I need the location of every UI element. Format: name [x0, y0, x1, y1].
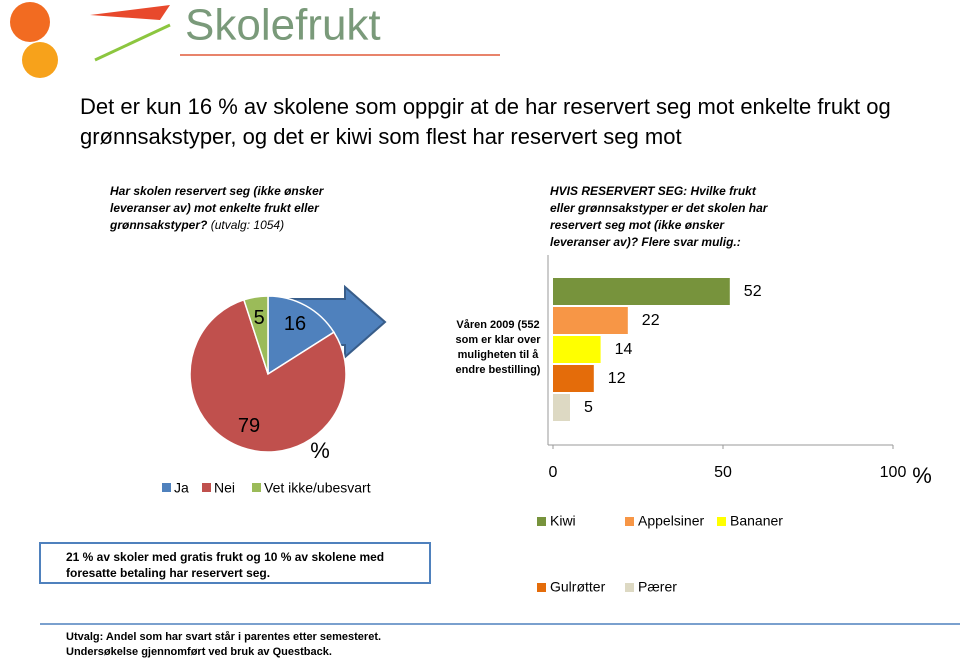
legend-swatch: [202, 483, 211, 492]
logo: Skolefrukt: [185, 1, 381, 50]
legend-label: Pærer: [638, 579, 677, 595]
pie-title: Har skolen reservert seg (ikke ønsker le…: [110, 184, 324, 232]
legend-label: Ja: [174, 480, 189, 496]
bar: [553, 394, 570, 421]
note: 21 % av skoler med gratis frukt og 10 % …: [66, 550, 385, 580]
footer-line: Undersøkelse gjennomført ved bruk av Que…: [66, 646, 332, 658]
legend-swatch: [537, 517, 546, 526]
data-label: 14: [615, 341, 633, 358]
category-label: Våren 2009 (552 som er klar over mulighe…: [455, 319, 541, 376]
data-label: 5: [254, 307, 265, 329]
legend-swatch: [717, 517, 726, 526]
logo-art: [10, 2, 500, 78]
pie-slice: [242, 295, 269, 375]
legend-swatch: [537, 583, 546, 592]
footer: Utvalg: Andel som har svart står i paren…: [66, 630, 381, 660]
bar: [553, 307, 628, 334]
pie-annotation: %: [310, 438, 330, 463]
pie-title-block: Har skolen reservert seg (ikke ønsker le…: [110, 183, 340, 234]
data-label: 79: [238, 415, 260, 437]
legend-swatch: [625, 583, 634, 592]
data-label: 12: [608, 370, 626, 387]
pie-slice: [267, 295, 335, 376]
x-axis-label: %: [912, 463, 932, 488]
note-box: [39, 542, 431, 584]
pie-slice: [189, 298, 347, 453]
legend-label: Bananer: [730, 513, 783, 529]
data-label: 52: [744, 283, 762, 300]
x-tick-label: 0: [549, 464, 558, 481]
data-label: 16: [284, 313, 306, 335]
x-tick-label: 50: [714, 464, 732, 481]
bar: [553, 278, 730, 305]
data-label: 5: [584, 399, 593, 416]
legend-swatch: [162, 483, 171, 492]
bar: [553, 365, 594, 392]
legend-label: Vet ikke/ubesvart: [264, 480, 371, 496]
pie-subtitle: (utvalg: 1054): [210, 218, 285, 232]
legend-label: Gulrøtter: [550, 579, 606, 595]
legend-label: Appelsiner: [638, 513, 704, 529]
slide-title: Det er kun 16 % av skolene som oppgir at…: [80, 94, 891, 149]
legend-swatch: [625, 517, 634, 526]
bar-title: HVIS RESERVERT SEG: Hvilke frukt eller g…: [550, 184, 768, 249]
legend-swatch: [252, 483, 261, 492]
data-label: 22: [642, 312, 660, 329]
x-tick-label: 100: [880, 464, 907, 481]
footer-line: Utvalg: Andel som har svart står i paren…: [66, 631, 382, 643]
legend-label: Kiwi: [550, 513, 576, 529]
legend-label: Nei: [214, 480, 235, 496]
bar: [553, 336, 601, 363]
